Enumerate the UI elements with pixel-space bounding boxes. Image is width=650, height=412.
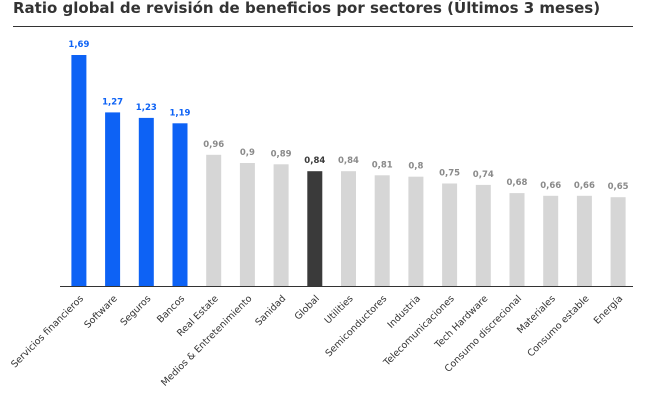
value-label-bancos: 1,19 [170,108,191,118]
category-label-semiconductores: Semiconductores [323,293,389,359]
category-label-energia: Energía [592,293,625,326]
value-label-consumo-estable: 0,66 [574,181,595,191]
bar-utilities [341,171,356,286]
title-underline [13,26,633,27]
value-label-industria: 0,8 [408,162,423,172]
bar-consumo-discrecional [509,193,525,286]
value-label-tech-hardware: 0,74 [473,170,494,180]
value-label-sanidad: 0,89 [271,149,292,159]
bar-bancos [172,123,188,286]
bar-materiales [543,195,559,286]
value-label-utilities: 0,84 [338,156,359,166]
value-label-consumo-discrecional: 0,68 [507,178,528,188]
category-label-consumo-estable: Consumo estable [525,293,591,359]
value-label-software: 1,27 [102,97,123,107]
bar-seguros [138,117,154,287]
value-label-servicios-financieros: 1,69 [68,40,89,50]
bar-real-estate [206,154,222,286]
bar-software [105,112,121,287]
value-label-medios-entretenimiento: 0,9 [240,148,255,158]
value-label-telecomunicaciones: 0,75 [439,169,460,179]
bar-sanidad [273,164,289,286]
value-label-real-estate: 0,96 [203,140,224,150]
bar-servicios-financieros [71,55,87,286]
category-label-sanidad: Sanidad [253,293,288,328]
value-label-global: 0,84 [304,156,325,166]
value-label-energia: 0,65 [608,182,629,192]
bar-global [307,171,323,286]
bar-telecomunicaciones [442,183,458,286]
bar-tech-hardware [475,184,491,286]
value-label-materiales: 0,66 [540,181,561,191]
category-label-software: Software [82,293,120,331]
category-label-bancos: Bancos [155,293,187,325]
category-label-seguros: Seguros [118,293,153,328]
category-label-utilities: Utilities [323,293,356,326]
bar-energia [610,197,626,286]
bar-medios-entretenimiento [239,163,255,286]
value-label-seguros: 1,23 [136,103,157,113]
bar-semiconductores [374,175,390,286]
bar-industria [408,176,424,286]
value-label-semiconductores: 0,81 [372,160,393,170]
category-label-servicios-financieros: Servicios financieros [9,293,86,370]
chart-title: Ratio global de revisión de beneficios p… [13,0,601,17]
bar-consumo-estable [576,195,592,286]
category-label-global: Global [293,293,322,322]
